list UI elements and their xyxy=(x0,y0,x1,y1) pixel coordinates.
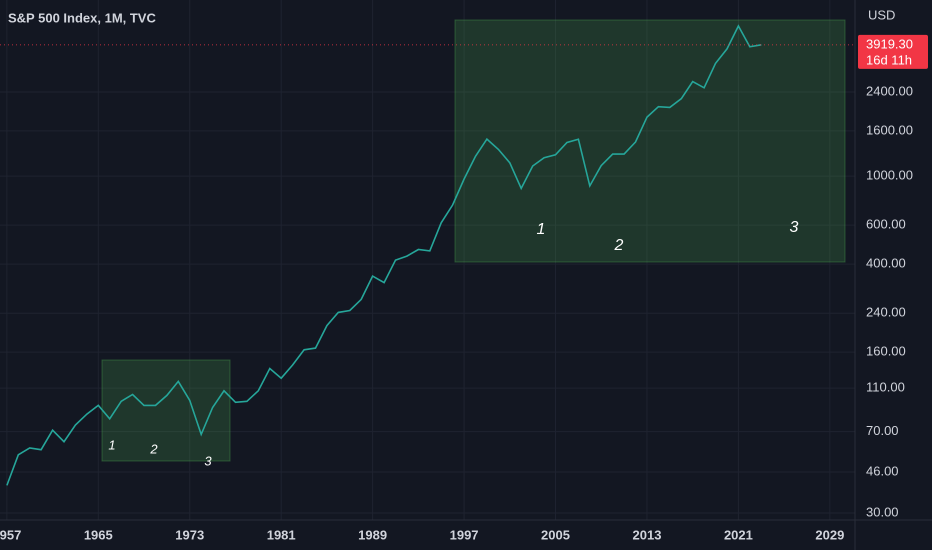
x-tick-label: 2029 xyxy=(815,527,844,542)
annotation: 3 xyxy=(204,453,212,468)
chart-title: S&P 500 Index, 1M, TVC xyxy=(8,10,156,25)
price-tag xyxy=(858,34,928,69)
x-tick-label: 1957 xyxy=(0,527,21,542)
x-tick-label: 1973 xyxy=(175,527,204,542)
y-tick-label: 400.00 xyxy=(866,256,906,271)
annotation: 3 xyxy=(790,219,799,236)
y-tick-label: 110.00 xyxy=(866,380,905,395)
x-tick-label: 2005 xyxy=(541,527,570,542)
annotation: 2 xyxy=(149,441,158,456)
y-tick-label: 160.00 xyxy=(866,344,906,359)
x-tick-label: 1965 xyxy=(84,527,113,542)
countdown-label: 16d 11h xyxy=(866,52,912,67)
highlight-box xyxy=(454,19,846,263)
x-tick-label: 1997 xyxy=(450,527,479,542)
highlight-box xyxy=(101,359,231,462)
y-tick-label: 600.00 xyxy=(866,217,906,232)
annotation: 1 xyxy=(108,437,115,452)
y-tick-label: 240.00 xyxy=(866,305,906,320)
y-tick-label: 70.00 xyxy=(866,423,899,438)
y-tick-label: 2400.00 xyxy=(866,83,913,98)
y-tick-label: 1600.00 xyxy=(866,122,913,137)
x-tick-label: 1989 xyxy=(358,527,387,542)
y-tick-label: 46.00 xyxy=(866,463,899,478)
y-tick-label: 30.00 xyxy=(866,504,899,519)
annotation: 2 xyxy=(614,237,624,254)
annotation: 1 xyxy=(537,221,546,238)
x-tick-label: 2021 xyxy=(724,527,753,542)
price-line xyxy=(6,24,762,486)
currency-label: USD xyxy=(868,7,895,22)
last-price-label: 3919.30 xyxy=(866,36,913,51)
x-tick-label: 1981 xyxy=(267,527,296,542)
y-tick-label: 1000.00 xyxy=(866,168,913,183)
x-tick-label: 2013 xyxy=(633,527,662,542)
